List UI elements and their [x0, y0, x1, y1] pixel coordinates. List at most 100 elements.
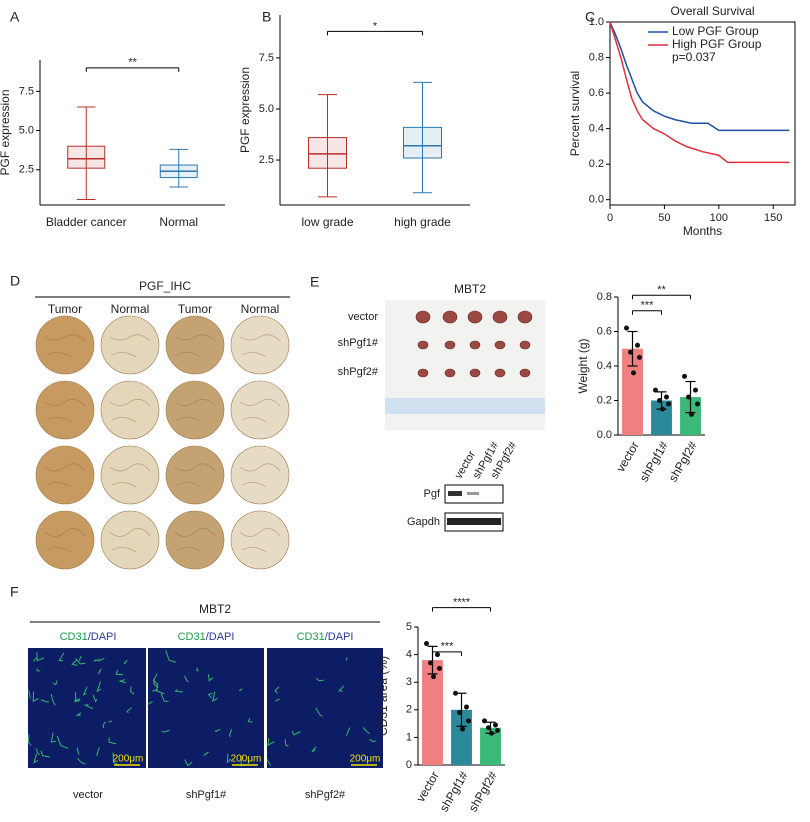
vessel [108, 737, 117, 745]
vessel [96, 747, 100, 756]
vessel [58, 652, 65, 662]
vessel [315, 677, 325, 682]
data-point [631, 370, 636, 376]
tissue-texture [239, 398, 281, 423]
vessel [345, 657, 348, 661]
bar [622, 348, 643, 435]
vessel [98, 657, 105, 662]
data-point [453, 690, 458, 696]
tumor [444, 368, 456, 378]
x-tick-label: vector [613, 439, 641, 474]
legend-label: Low PGF Group [672, 24, 759, 38]
tissue-texture [239, 334, 281, 358]
data-point [653, 387, 658, 393]
x-tick-label: 50 [658, 212, 670, 224]
vessel [267, 738, 275, 746]
x-tick-label: shPgf2# [666, 439, 700, 484]
y-axis-label: PGF expression [0, 89, 12, 175]
fluorescence-image [267, 648, 383, 768]
tissue-core [165, 510, 225, 570]
data-point [666, 401, 671, 407]
panel-letter: C [585, 9, 595, 25]
data-point [624, 325, 629, 331]
band-label: Gapdh [407, 516, 440, 528]
x-tick-label: Bladder cancer [46, 215, 127, 229]
tumors [415, 310, 533, 378]
stain: /DAPI [88, 631, 117, 643]
tumor [494, 340, 506, 350]
x-tick-label: Normal [159, 215, 198, 229]
tissue-texture [109, 527, 151, 553]
vessel [338, 685, 345, 692]
vessel [36, 652, 45, 662]
vessel [74, 692, 81, 702]
data-point [628, 349, 633, 355]
tumor [417, 368, 429, 378]
y-tick-label: 2 [406, 704, 412, 716]
tumor [517, 310, 533, 324]
vessel [184, 675, 189, 683]
vessel [274, 686, 280, 694]
vessel [82, 686, 88, 696]
vessel [33, 753, 38, 764]
y-tick-label: 1 [406, 731, 412, 743]
significance-label: ** [128, 57, 137, 69]
vessel [214, 728, 221, 733]
data-point [428, 660, 433, 666]
y-tick-label: 0.8 [597, 291, 612, 303]
tumor [442, 310, 458, 324]
vessel [196, 667, 199, 672]
y-tick-label: 0.0 [589, 194, 604, 206]
y-tick-label: 0.2 [597, 394, 612, 406]
vessel [174, 689, 183, 693]
vessel [93, 659, 99, 662]
x-tick-label: high grade [394, 215, 451, 229]
tumor [415, 310, 431, 324]
significance-label: ** [657, 284, 666, 296]
data-point [486, 725, 491, 731]
data-point [466, 718, 471, 724]
vessel [311, 746, 317, 753]
column-label: Tumor [178, 302, 212, 316]
tissue-texture [174, 527, 216, 553]
stain: CD31 [60, 631, 88, 643]
tumor [467, 310, 483, 324]
bar [451, 709, 472, 765]
vessel [112, 752, 119, 766]
stain: CD31 [297, 631, 325, 643]
vessel [75, 712, 82, 716]
tissue-core [230, 445, 290, 505]
data-point [693, 387, 698, 393]
vessel [184, 759, 193, 767]
y-tick-label: 0.6 [589, 87, 604, 99]
y-tick-label: 2.5 [19, 164, 34, 176]
data-point [493, 722, 498, 728]
sample-label: shPgf1# [186, 789, 227, 801]
cd31-title: MBT2 [199, 602, 231, 616]
vessel [76, 747, 80, 755]
stain-label: CD31/DAPI [297, 631, 354, 643]
panel-letter: A [10, 9, 20, 25]
vessel [40, 699, 50, 703]
tissue-texture [44, 398, 86, 423]
tissue-texture [109, 398, 151, 423]
data-point [482, 718, 487, 724]
y-tick-label: 5.0 [19, 124, 34, 136]
data-point [431, 674, 436, 680]
row-label: shPgf1# [338, 337, 379, 349]
tissue-core [165, 380, 225, 440]
data-point [695, 401, 700, 407]
scale-label: 200μm [113, 754, 144, 765]
ruler [385, 398, 545, 414]
fluorescence-image [28, 648, 146, 768]
tissue-texture [44, 527, 86, 553]
bar [480, 727, 501, 765]
tissue-texture [44, 334, 86, 358]
vessel [207, 692, 213, 699]
y-axis-label: PGF expression [238, 67, 252, 153]
y-tick-label: 4 [406, 649, 412, 661]
vessel [92, 694, 98, 703]
data-point [495, 728, 500, 733]
y-tick-label: 0 [406, 759, 412, 771]
